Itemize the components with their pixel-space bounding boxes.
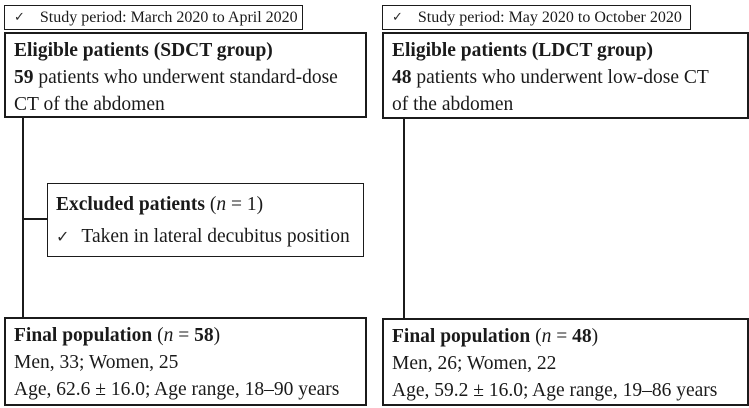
eligible-count: 59: [14, 67, 34, 88]
final-title-text: Final population: [392, 326, 531, 347]
connector-vertical-right: [403, 119, 405, 318]
final-n-symbol: n: [163, 325, 174, 346]
eligible-count: 48: [392, 67, 412, 88]
excluded-box: Excluded patients (n = 1) ✓ Taken in late…: [47, 183, 364, 257]
study-period-text-sdct: Study period: March 2020 to April 2020: [39, 8, 298, 26]
eligible-title-sdct: Eligible patients (SDCT group): [14, 37, 359, 64]
eligible-desc-line2: CT of the abdomen: [14, 94, 165, 115]
final-paren-open: (: [530, 326, 542, 347]
final-demographics-ldct: Men, 26; Women, 22: [392, 353, 557, 374]
eligible-title-text: Eligible patients (LDCT group): [392, 40, 653, 61]
final-age-ldct: Age, 59.2 ± 16.0; Age range, 19–86 years: [392, 380, 718, 401]
eligible-desc-line2: of the abdomen: [392, 94, 514, 115]
connector-horizontal-excluded: [22, 218, 48, 220]
excluded-title-line: Excluded patients (n = 1): [56, 191, 357, 218]
eligible-title-ldct: Eligible patients (LDCT group): [392, 37, 741, 64]
connector-vertical-left: [22, 118, 24, 317]
final-title-sdct: Final population (n = 58): [14, 322, 359, 349]
final-age-sdct: Age, 62.6 ± 16.0; Age range, 18–90 years: [14, 379, 340, 400]
final-eq: =: [173, 325, 195, 346]
final-paren-close: ): [213, 325, 221, 346]
eligible-box-ldct: Eligible patients (LDCT group) 48 patien…: [382, 32, 749, 119]
final-title-text: Final population: [14, 325, 153, 346]
excluded-eq-value: = 1): [226, 194, 264, 215]
excluded-n-symbol: n: [216, 194, 227, 215]
check-icon: ✓: [392, 8, 403, 24]
excluded-title-text: Excluded patients: [56, 194, 205, 215]
final-demographics-sdct: Men, 33; Women, 25: [14, 352, 179, 373]
check-icon: ✓: [14, 8, 25, 24]
final-paren-open: (: [152, 325, 164, 346]
check-icon: ✓: [56, 229, 70, 246]
study-period-box-sdct: ✓ Study period: March 2020 to April 2020: [4, 5, 303, 30]
excluded-paren-open: (: [204, 194, 217, 215]
final-box-sdct: Final population (n = 58) Men, 33; Women…: [4, 317, 367, 406]
study-period-box-ldct: ✓ Study period: May 2020 to October 2020: [382, 5, 691, 30]
final-box-ldct: Final population (n = 48) Men, 26; Women…: [382, 318, 749, 406]
final-n-symbol: n: [541, 326, 552, 347]
final-eq: =: [551, 326, 573, 347]
final-paren-close: ): [591, 326, 599, 347]
study-period-text-ldct: Study period: May 2020 to October 2020: [417, 8, 682, 26]
excluded-item-line: ✓ Taken in lateral decubitus position: [56, 223, 357, 251]
final-count: 58: [194, 325, 214, 346]
eligible-description-ldct: 48 patients who underwent low-dose CT of…: [392, 64, 741, 118]
excluded-item-text: Taken in lateral decubitus position: [81, 226, 350, 247]
eligible-desc-line1: patients who underwent standard-dose: [33, 67, 338, 88]
eligible-box-sdct: Eligible patients (SDCT group) 59 patien…: [4, 32, 367, 118]
eligible-title-text: Eligible patients (SDCT group): [14, 40, 273, 61]
final-title-ldct: Final population (n = 48): [392, 323, 741, 350]
eligible-desc-line1: patients who underwent low-dose CT: [411, 67, 709, 88]
final-count: 48: [572, 326, 592, 347]
eligible-description-sdct: 59 patients who underwent standard-dose …: [14, 64, 359, 118]
